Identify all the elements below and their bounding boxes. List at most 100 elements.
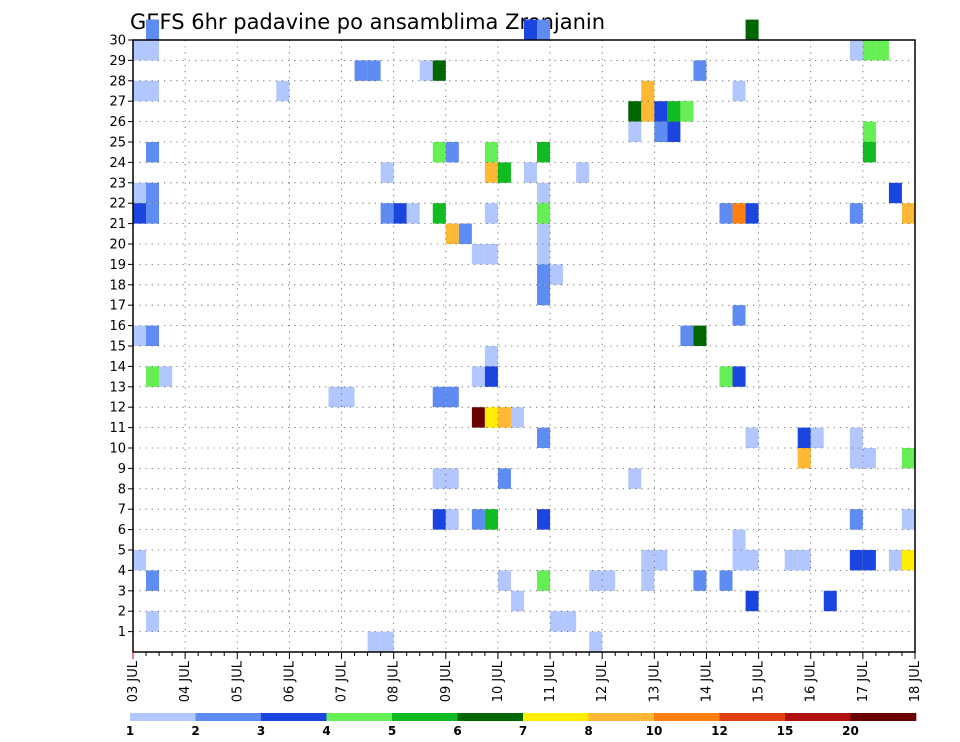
data-cell	[537, 284, 551, 306]
data-cell	[745, 550, 759, 571]
y-tick-label: 14	[109, 360, 126, 375]
data-cell	[628, 101, 642, 122]
y-tick-label: 6	[118, 523, 126, 538]
data-cell	[797, 550, 811, 571]
data-cell	[380, 631, 394, 652]
legend-label: 6	[453, 724, 461, 738]
x-tick-label: 05 JUL	[230, 660, 245, 702]
data-cells	[133, 19, 915, 652]
data-cell	[862, 550, 876, 571]
data-cell	[641, 80, 655, 102]
data-cell	[641, 570, 655, 591]
x-tick-label: 18 JUL	[908, 660, 923, 702]
data-cell	[680, 325, 694, 346]
data-cell	[862, 121, 876, 142]
legend-label: 5	[388, 724, 396, 738]
legend-label: 3	[257, 724, 265, 738]
legend-label: 1	[126, 724, 134, 738]
data-cell	[654, 101, 668, 122]
x-tick-label: 07 JUL	[335, 660, 350, 702]
data-cell	[537, 223, 551, 244]
data-cell	[432, 203, 446, 224]
data-cell	[484, 142, 498, 163]
legend-swatch	[457, 713, 524, 721]
y-tick-label: 17	[109, 299, 126, 314]
y-tick-label: 2	[118, 605, 126, 620]
data-cell	[432, 386, 446, 408]
data-cell	[667, 121, 681, 142]
data-cell	[497, 162, 511, 183]
data-cell	[432, 142, 446, 163]
data-cell	[654, 550, 668, 571]
data-cell	[445, 468, 459, 489]
y-axis: 1234567891011121314151617181920212223242…	[109, 34, 133, 640]
y-tick-label: 7	[118, 503, 126, 518]
data-cell	[641, 550, 655, 571]
data-cell	[641, 101, 655, 122]
y-tick-label: 26	[109, 115, 126, 130]
data-cell	[445, 509, 459, 530]
data-cell	[406, 203, 420, 224]
data-cell	[432, 468, 446, 489]
x-tick-label: 17 JUL	[856, 660, 871, 702]
y-tick-label: 27	[109, 95, 126, 110]
data-cell	[849, 509, 863, 530]
data-cell	[133, 80, 147, 102]
data-cell	[745, 427, 759, 448]
legend-swatch	[719, 713, 786, 721]
data-cell	[276, 80, 290, 102]
data-cell	[146, 142, 160, 163]
data-cell	[367, 631, 381, 652]
data-cell	[732, 529, 746, 550]
grid-lines	[133, 39, 915, 652]
data-cell	[537, 19, 551, 40]
data-cell	[849, 448, 863, 469]
data-cell	[484, 244, 498, 265]
data-cell	[862, 448, 876, 469]
data-cell	[146, 570, 160, 591]
y-tick-label: 21	[109, 217, 126, 232]
data-cell	[367, 60, 381, 81]
y-tick-label: 22	[109, 197, 126, 212]
data-cell	[524, 162, 538, 183]
y-tick-label: 20	[109, 238, 126, 253]
data-cell	[693, 60, 707, 81]
data-cell	[732, 203, 746, 224]
data-cell	[328, 386, 342, 408]
y-tick-label: 18	[109, 278, 126, 293]
y-tick-label: 29	[109, 54, 126, 69]
data-cell	[628, 121, 642, 142]
data-cell	[341, 386, 355, 408]
data-cell	[849, 40, 863, 61]
data-cell	[875, 40, 889, 61]
data-cell	[146, 40, 160, 61]
legend-label: 10	[646, 724, 663, 738]
data-cell	[602, 570, 616, 591]
legend-swatch	[261, 713, 327, 721]
x-tick-label: 15 JUL	[752, 660, 767, 702]
y-tick-label: 12	[109, 401, 126, 416]
data-cell	[797, 448, 811, 469]
data-cell	[745, 203, 759, 224]
data-cell	[133, 203, 147, 224]
data-cell	[146, 203, 160, 224]
data-cell	[550, 611, 564, 632]
data-cell	[537, 427, 551, 448]
data-cell	[537, 244, 551, 265]
data-cell	[797, 427, 811, 448]
x-tick-label: 16 JUL	[804, 660, 819, 702]
y-tick-label: 9	[118, 462, 126, 477]
data-cell	[445, 386, 459, 408]
data-cell	[576, 162, 590, 183]
data-cell	[537, 142, 551, 163]
data-cell	[524, 19, 538, 40]
data-cell	[550, 264, 564, 285]
data-cell	[732, 366, 746, 387]
data-cell	[745, 19, 759, 40]
y-tick-label: 10	[109, 442, 126, 457]
legend-swatch	[195, 713, 262, 721]
legend-swatch	[785, 713, 851, 721]
data-cell	[484, 203, 498, 224]
data-cell	[497, 570, 511, 591]
x-axis: 03 JUL 04 JUL 05 JUL 06 JUL 07 JUL 08 JUL 09 J…	[126, 652, 923, 702]
